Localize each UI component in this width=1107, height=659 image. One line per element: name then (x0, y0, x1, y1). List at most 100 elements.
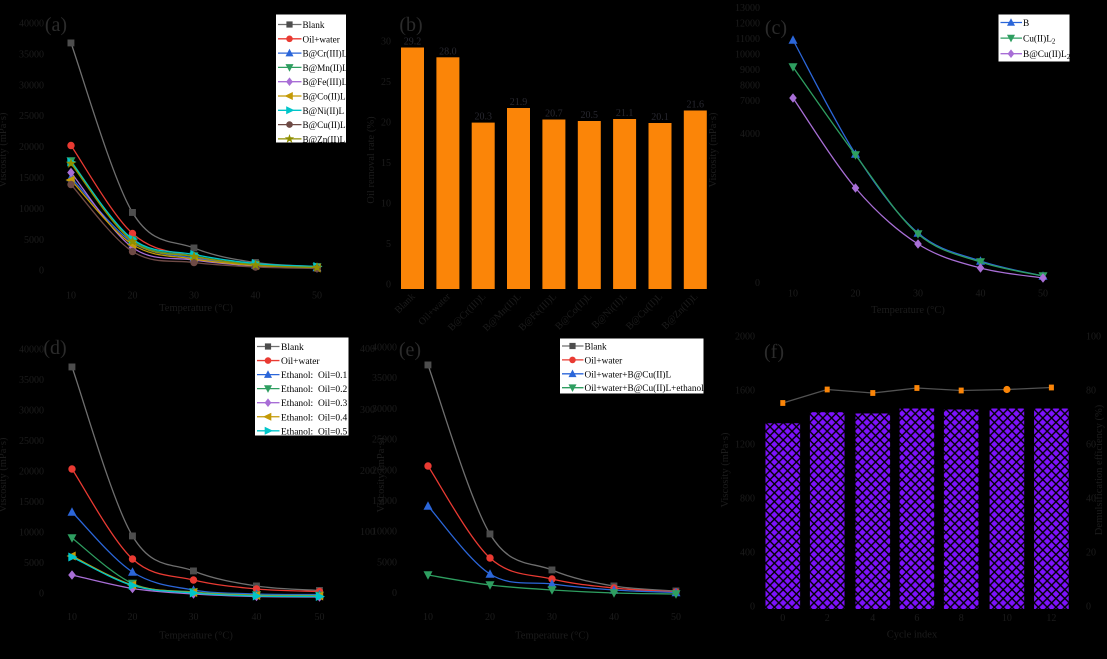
svg-text:Oil+water+B@Cu(II)L: Oil+water+B@Cu(II)L (585, 369, 672, 380)
svg-text:5000: 5000 (24, 558, 44, 569)
svg-text:Ethanol: Oil=0.2: Ethanol: Oil=0.2 (281, 385, 348, 395)
svg-text:Temperature (°C): Temperature (°C) (159, 303, 233, 314)
svg-text:0: 0 (750, 602, 755, 613)
svg-text:35000: 35000 (19, 49, 44, 60)
svg-text:12: 12 (1046, 613, 1056, 624)
svg-text:0: 0 (39, 589, 44, 600)
svg-text:30000: 30000 (19, 80, 44, 91)
svg-text:30: 30 (913, 289, 923, 300)
svg-text:5: 5 (386, 239, 391, 250)
svg-text:50: 50 (671, 612, 681, 623)
svg-text:20: 20 (128, 612, 138, 623)
svg-text:Oil+water: Oil+water (281, 357, 320, 367)
svg-text:Cu(II)L2: Cu(II)L2 (1023, 34, 1056, 46)
svg-text:0: 0 (1086, 602, 1091, 613)
svg-text:13000: 13000 (735, 3, 760, 14)
svg-text:1600: 1600 (735, 386, 755, 397)
svg-text:800: 800 (740, 494, 755, 505)
svg-text:20: 20 (128, 291, 138, 302)
svg-text:0: 0 (755, 278, 760, 289)
svg-text:8000: 8000 (740, 81, 760, 92)
svg-text:100: 100 (1086, 332, 1101, 343)
svg-text:5000: 5000 (24, 235, 44, 246)
svg-text:Cycle index: Cycle index (887, 630, 938, 641)
svg-text:40: 40 (251, 291, 261, 302)
svg-text:0: 0 (39, 266, 44, 277)
svg-text:9000: 9000 (740, 65, 760, 76)
svg-text:7000: 7000 (740, 96, 760, 107)
svg-text:B@Cu(II)L2: B@Cu(II)L2 (1023, 49, 1071, 61)
svg-text:21.6: 21.6 (687, 100, 705, 111)
svg-text:Viscosity (mPa·s): Viscosity (mPa·s) (708, 112, 719, 187)
svg-text:Ethanol: Oil=0.5: Ethanol: Oil=0.5 (281, 427, 348, 437)
svg-text:B@Ni(II)L: B@Ni(II)L (303, 106, 345, 116)
svg-text:50: 50 (315, 612, 325, 623)
svg-text:20: 20 (851, 289, 861, 300)
svg-text:(e): (e) (399, 339, 421, 361)
svg-text:50: 50 (312, 291, 322, 302)
svg-text:20.3: 20.3 (474, 112, 492, 123)
svg-text:Temperature (°C): Temperature (°C) (515, 631, 589, 642)
svg-text:30: 30 (547, 612, 557, 623)
svg-text:4: 4 (870, 613, 875, 624)
svg-text:25: 25 (381, 77, 391, 88)
svg-text:200: 200 (360, 466, 375, 477)
svg-text:0: 0 (392, 588, 397, 599)
svg-text:1200: 1200 (735, 440, 755, 451)
svg-text:10: 10 (67, 612, 77, 623)
svg-text:Oil+water: Oil+water (303, 34, 340, 44)
svg-text:40: 40 (609, 612, 619, 623)
svg-text:Ethanol: Oil=0.1: Ethanol: Oil=0.1 (281, 371, 348, 381)
svg-text:15000: 15000 (19, 173, 44, 184)
svg-text:11000: 11000 (735, 34, 760, 45)
svg-text:B@Cr(III)L: B@Cr(III)L (303, 49, 348, 59)
svg-text:(f): (f) (764, 341, 784, 363)
svg-text:12000: 12000 (735, 19, 760, 30)
svg-text:20000: 20000 (372, 465, 397, 476)
svg-text:10: 10 (381, 199, 391, 210)
svg-text:8: 8 (959, 613, 964, 624)
svg-text:10000: 10000 (19, 528, 44, 539)
svg-text:10: 10 (423, 612, 433, 623)
svg-text:400: 400 (360, 344, 375, 355)
svg-text:15: 15 (381, 158, 391, 169)
svg-text:20: 20 (381, 118, 391, 129)
svg-text:Viscosity (mPa·s): Viscosity (mPa·s) (376, 437, 387, 512)
svg-text:Ethanol: Oil=0.3: Ethanol: Oil=0.3 (281, 399, 348, 409)
svg-text:20000: 20000 (19, 467, 44, 478)
svg-text:B@Fe(III)L: B@Fe(III)L (303, 77, 348, 87)
svg-text:Oil+water+B@Cu(II)L+ethanol: Oil+water+B@Cu(II)L+ethanol (585, 383, 705, 394)
svg-text:(c): (c) (765, 17, 787, 39)
svg-text:5000: 5000 (377, 557, 397, 568)
svg-text:(d): (d) (43, 337, 66, 359)
svg-text:(a): (a) (45, 14, 67, 36)
svg-text:4000: 4000 (740, 129, 760, 140)
svg-text:20.1: 20.1 (651, 112, 669, 123)
svg-text:35000: 35000 (372, 373, 397, 384)
svg-text:20.5: 20.5 (581, 110, 599, 121)
svg-text:20.7: 20.7 (545, 109, 563, 120)
svg-text:Ethanol: Oil=0.4: Ethanol: Oil=0.4 (281, 413, 348, 423)
svg-text:25000: 25000 (19, 436, 44, 447)
svg-text:400: 400 (740, 548, 755, 559)
svg-text:40000: 40000 (19, 19, 44, 30)
svg-text:10: 10 (66, 291, 76, 302)
svg-text:B@Co(II)L: B@Co(II)L (303, 92, 347, 102)
svg-text:20000: 20000 (19, 142, 44, 153)
svg-text:(b): (b) (399, 14, 422, 36)
svg-text:10000: 10000 (19, 204, 44, 215)
svg-text:25000: 25000 (19, 111, 44, 122)
svg-text:Oil removal rate (%): Oil removal rate (%) (366, 116, 377, 204)
svg-text:10: 10 (788, 289, 798, 300)
svg-text:40: 40 (976, 289, 986, 300)
svg-text:Blank: Blank (303, 20, 325, 30)
svg-text:35000: 35000 (19, 375, 44, 386)
svg-text:B@Mn(II)L: B@Mn(II)L (303, 63, 349, 73)
svg-text:100: 100 (360, 527, 375, 538)
svg-text:B@Cu(II)L: B@Cu(II)L (303, 120, 347, 130)
svg-text:20: 20 (1086, 548, 1096, 559)
svg-text:10000: 10000 (372, 527, 397, 538)
svg-text:Temperature (°C): Temperature (°C) (871, 305, 945, 316)
svg-text:Blank: Blank (281, 343, 304, 353)
svg-text:Blank: Blank (585, 343, 608, 353)
